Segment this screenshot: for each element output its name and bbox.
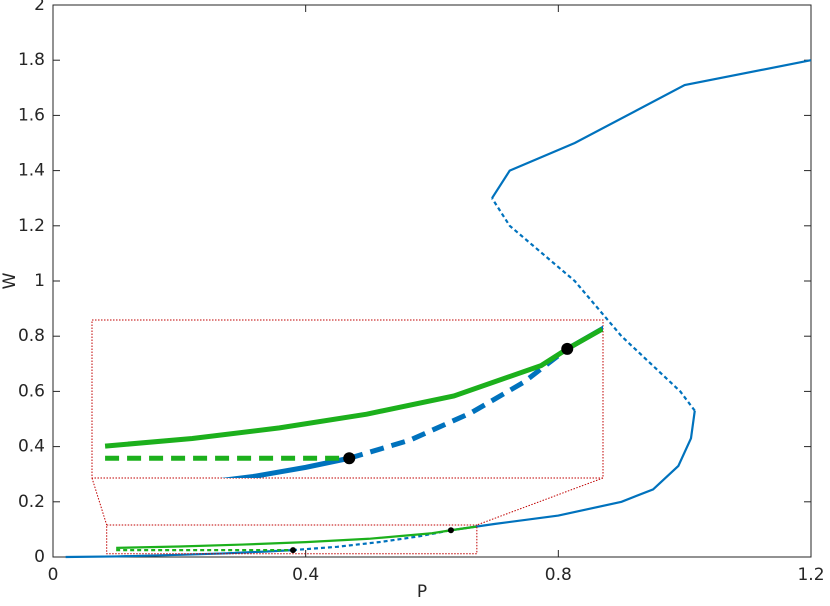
curve [292, 529, 452, 552]
bifurcation-point [290, 547, 297, 554]
y-tick-label: 1.8 [18, 50, 45, 70]
main-plot [65, 59, 812, 559]
curve [491, 59, 812, 199]
y-tick-label: 1.6 [18, 105, 45, 125]
curve [450, 410, 696, 532]
zoom-connector [91, 477, 108, 526]
x-tick-label: 0.8 [545, 565, 572, 585]
curve [65, 549, 294, 559]
zoom-connector [476, 477, 604, 526]
x-tick-label: 0 [48, 565, 59, 585]
curve [348, 346, 569, 461]
curve [220, 455, 350, 478]
bifurcation-point [561, 342, 574, 355]
bifurcation-point [343, 452, 356, 465]
x-tick-label: 1.2 [797, 565, 824, 585]
y-tick-label: 0.4 [18, 437, 45, 457]
x-axis-label: P [417, 582, 427, 602]
inset-plot [104, 325, 603, 478]
bifurcation-point [447, 527, 454, 534]
y-tick-label: 1.2 [18, 216, 45, 236]
y-tick-label: 0.8 [18, 326, 45, 346]
curve [491, 197, 696, 412]
y-tick-label: 0.6 [18, 381, 45, 401]
zoom-box [106, 524, 478, 555]
y-tick-label: 1.4 [18, 161, 45, 181]
y-tick-label: 0 [34, 547, 45, 567]
curve [566, 325, 603, 352]
y-tick-label: 0.2 [18, 492, 45, 512]
inset-frame [91, 319, 604, 479]
y-axis-label: W [0, 272, 20, 289]
y-tick-label: 2 [34, 0, 45, 15]
x-tick-label: 0.4 [292, 565, 319, 585]
curve [116, 525, 477, 549]
y-tick-label: 1 [34, 271, 45, 291]
